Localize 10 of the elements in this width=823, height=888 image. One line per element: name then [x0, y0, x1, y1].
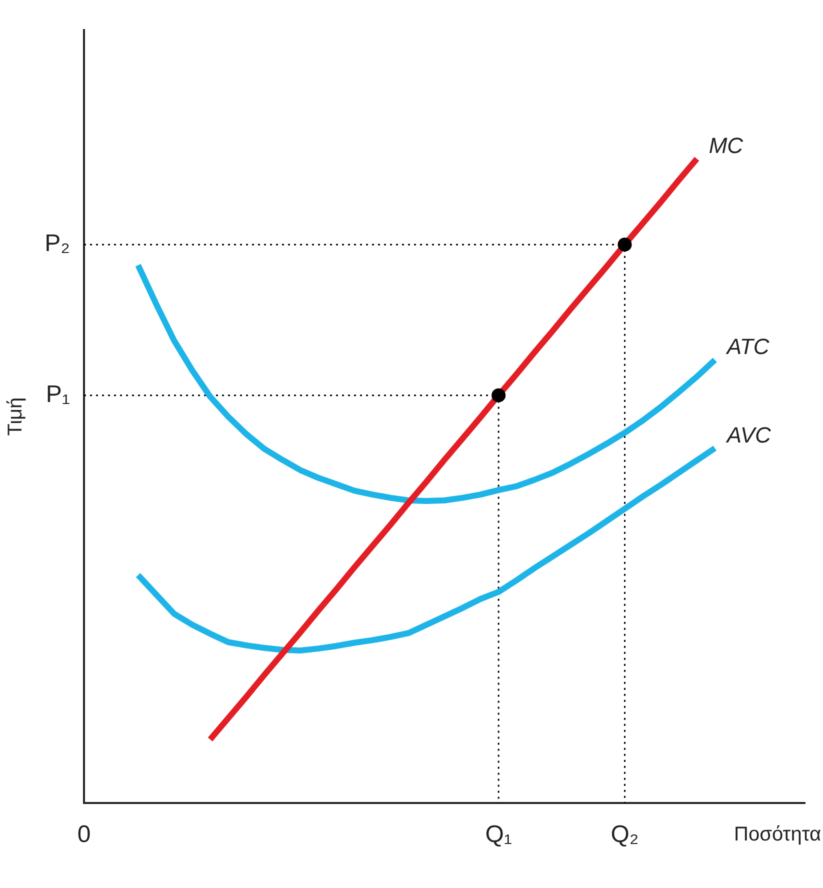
series-label: ATC [724, 334, 770, 360]
x-axis-title: Ποσότητα [734, 824, 821, 846]
text: P₁ [46, 380, 70, 408]
series-label: MC [708, 132, 744, 158]
x-tick-label: Q₂ [610, 821, 639, 848]
x-tick-label: 0 [77, 821, 91, 848]
x-tick-label: Q₁ [485, 821, 512, 848]
series-label: AVC [724, 422, 772, 448]
text: P₂ [44, 230, 70, 258]
y-axis-title: Τιμή [4, 397, 27, 436]
